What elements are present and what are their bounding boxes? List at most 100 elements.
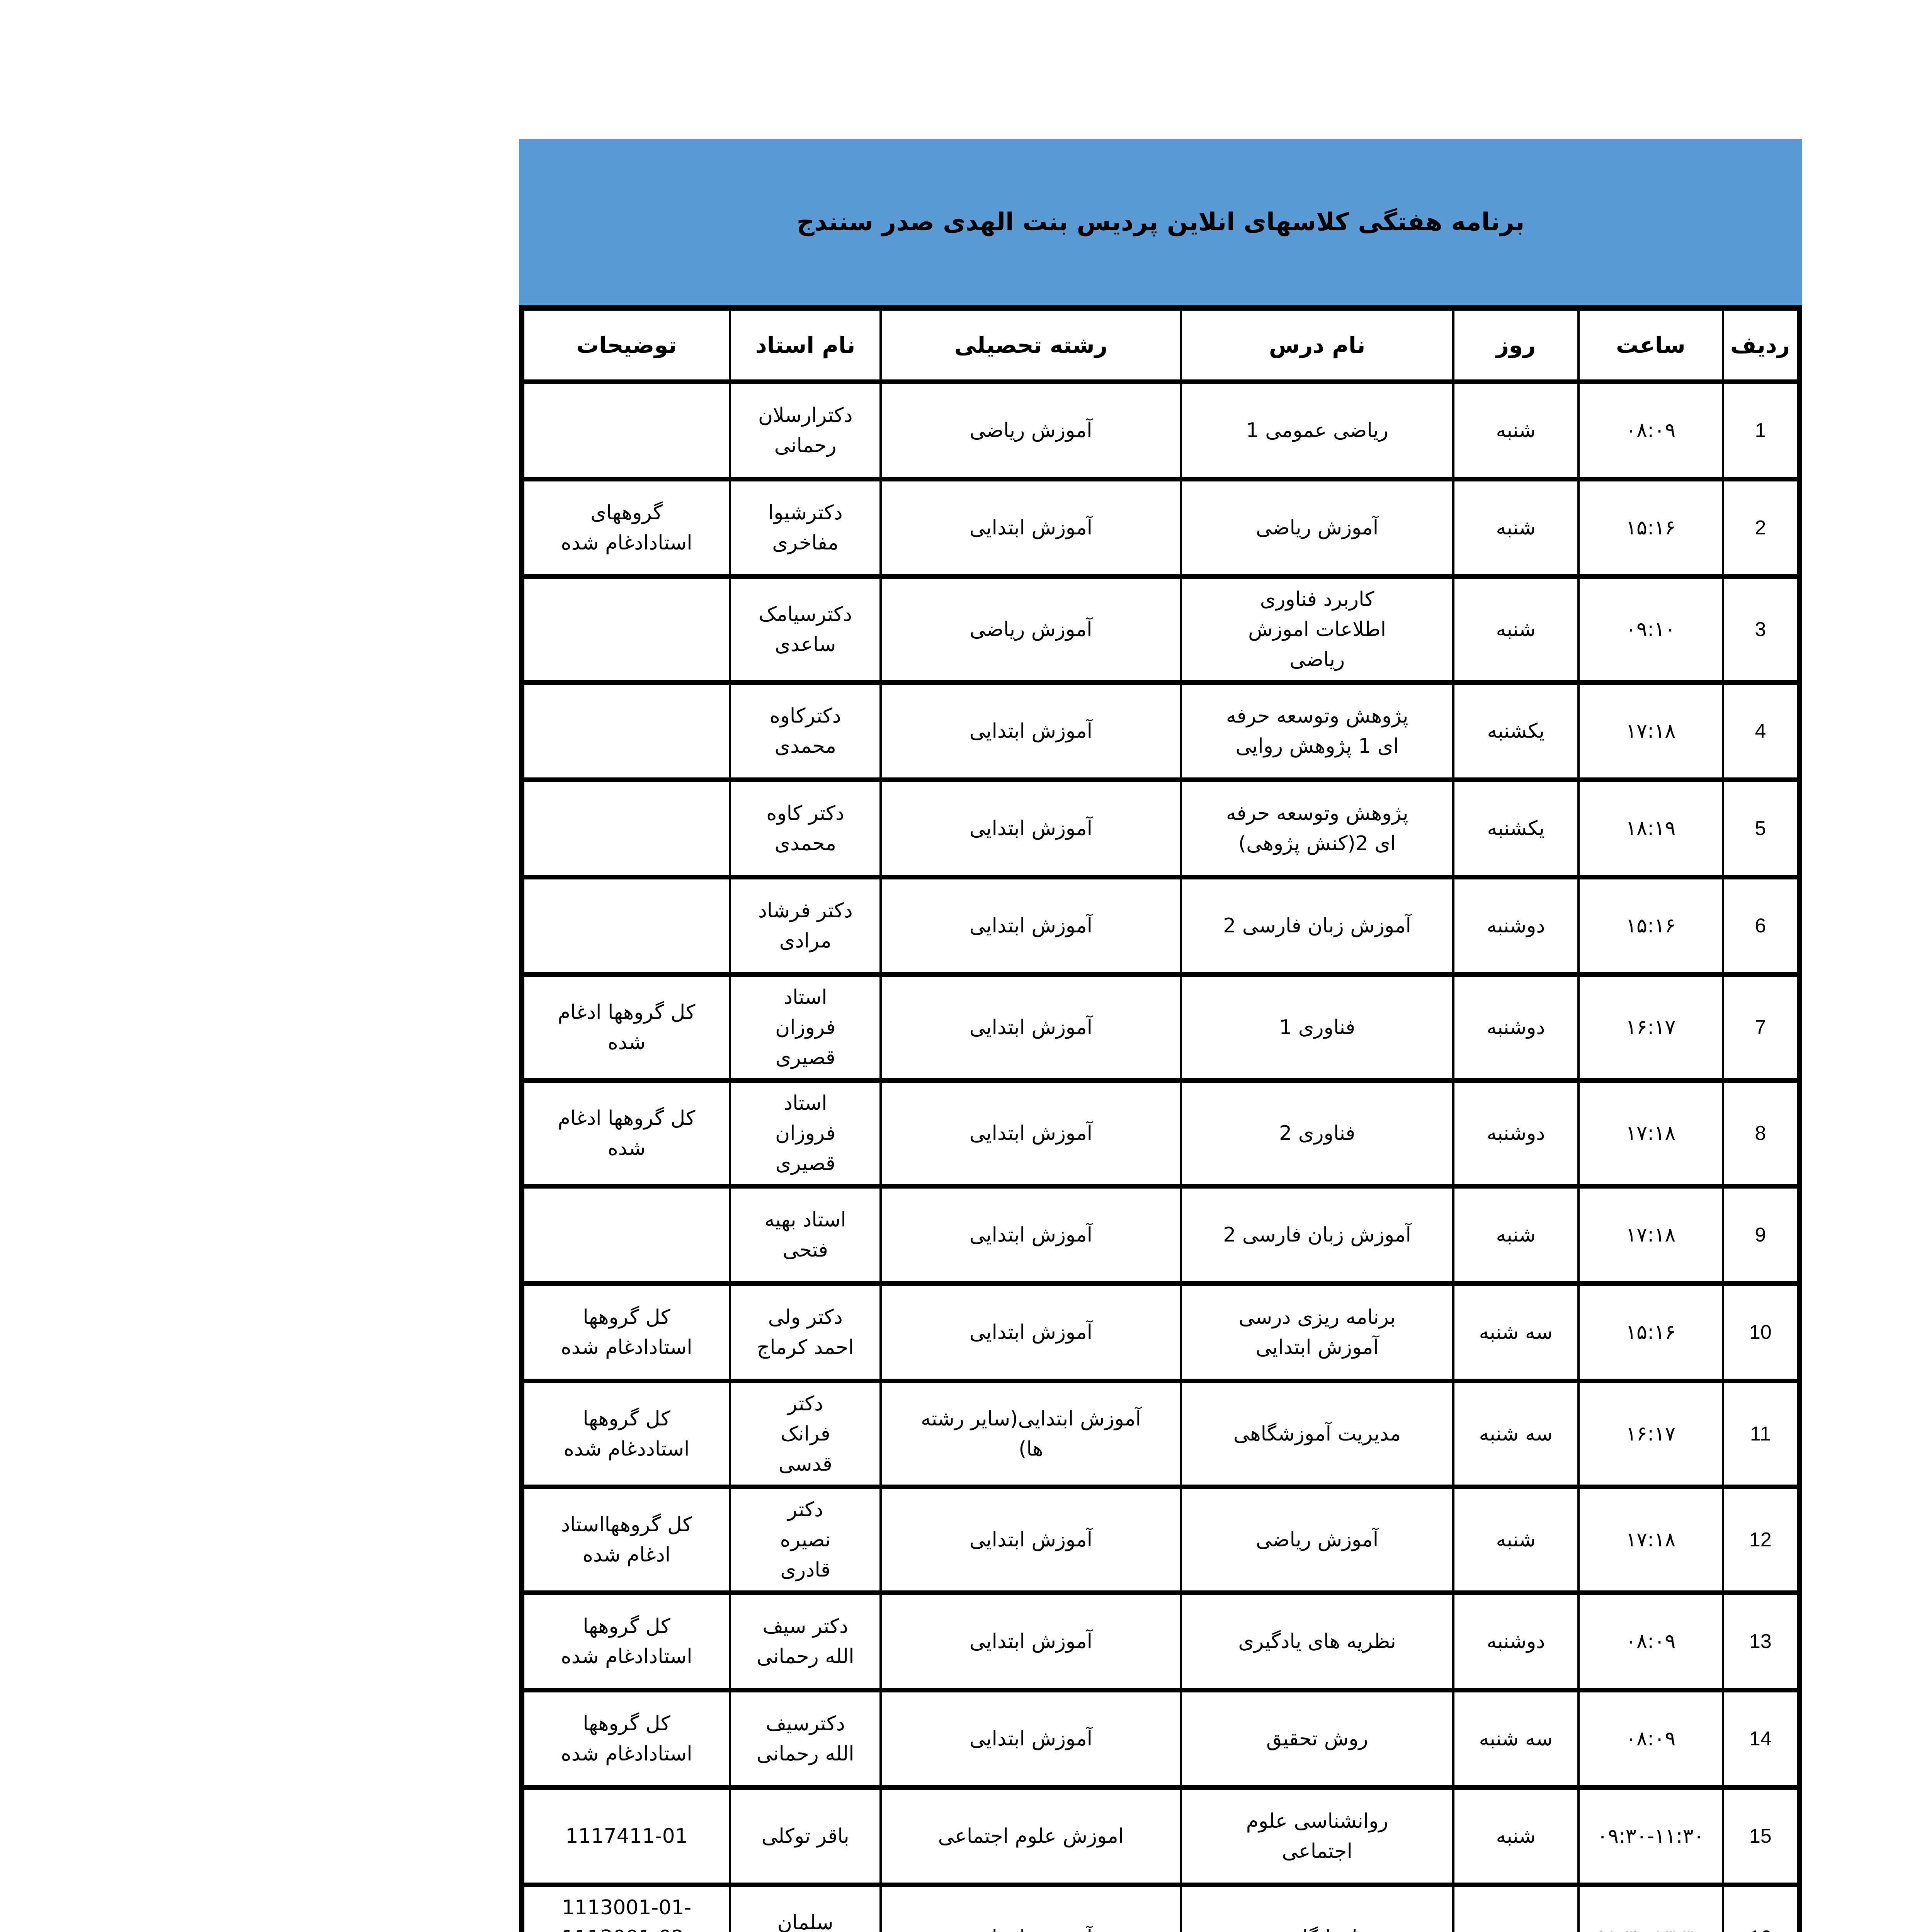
cell-course-name: آموزش زبان فارسی 2 <box>1180 875 1454 977</box>
table-body: 1 ۰۸:۰۹ شنبه ریاضی عمومی 1 آموزش ریاضی دکترار… <box>520 379 1801 1932</box>
table-row: 6 ۱۵:۱۶ دوشنبه آموزش زبان فارسی 2 آموزش ابتد… <box>520 875 1801 977</box>
cell-teacher: دکترسیف الله رحمانی <box>729 1688 882 1790</box>
cell-course-name: ریاضی عمومی 1 <box>1180 379 1454 481</box>
cell-time: ۰۸:۰۹ <box>1577 1688 1724 1790</box>
cell-day: شنبه <box>1452 574 1580 685</box>
cell-time: ۱۵:۱۶ <box>1577 875 1724 977</box>
cell-row-number: 14 <box>1721 1688 1801 1790</box>
cell-note: 1113001-01- 1113001-02- 111300--3 <box>520 1883 731 1932</box>
column-header-notes: توضیحات <box>520 306 731 384</box>
table-row: 2 ۱۵:۱۶ شنبه آموزش ریاضی آموزش ابتدایی دکترشی… <box>520 477 1801 579</box>
header-row: ردیف ساعت روز نام درس رشته تحصیلی نام اس… <box>520 306 1801 384</box>
cell-field: آموزش ابتدایی <box>879 1281 1182 1383</box>
cell-note <box>520 379 731 481</box>
column-header-course: نام درس <box>1180 306 1454 384</box>
cell-note: کل گروهها استادادغام شده <box>520 1281 731 1383</box>
cell-time: ۰۹:۱۰ <box>1577 574 1724 685</box>
cell-day: دوشنبه <box>1452 1590 1580 1692</box>
cell-note: کل گروههااستاد ادغام شده <box>520 1485 731 1595</box>
cell-time: ۱۷:۱۸ <box>1577 680 1724 782</box>
cell-day: دوشنبه <box>1452 1078 1580 1189</box>
cell-time: ۰۸:۰۹ <box>1577 1590 1724 1692</box>
cell-note <box>520 574 731 685</box>
cell-field: اموزش علوم اجتماعی <box>879 1785 1182 1887</box>
cell-row-number: 2 <box>1721 477 1801 579</box>
table-row: 14 ۰۸:۰۹ سه شنبه روش تحقیق آموزش ابتدایی دکتر… <box>520 1688 1801 1790</box>
cell-course-name: کاربرد فناوری اطلاعات اموزش ریاضی <box>1180 574 1454 685</box>
column-header-field: رشته تحصیلی <box>879 306 1182 384</box>
cell-field: آموزش ابتدایی <box>879 1688 1182 1790</box>
cell-row-number: 16 <box>1721 1883 1801 1932</box>
cell-row-number: 6 <box>1721 875 1801 977</box>
cell-teacher: دکتر کاوه محمدی <box>729 777 882 879</box>
cell-teacher: دکترکاوه محمدی <box>729 680 882 782</box>
cell-note: 1117411-01 <box>520 1785 731 1887</box>
cell-time: ۱۷:۱۸ <box>1577 1078 1724 1189</box>
cell-field: آموزش ابتدایی(سایر رشته ها) <box>879 1379 1182 1489</box>
cell-teacher: دکترارسلان رحمانی <box>729 379 882 481</box>
cell-day: شنبه <box>1452 1883 1580 1932</box>
column-header-teacher: نام استاد <box>729 306 882 384</box>
cell-note: کل گروهها استاددغام شده <box>520 1379 731 1489</box>
cell-time: ۱۷:۱۸ <box>1577 1485 1724 1595</box>
cell-note: کل گروهها ادغام شده <box>520 972 731 1083</box>
cell-course-name: مدیریت آموزشگاهی <box>1180 1379 1454 1489</box>
cell-time: ۱۶:۱۷ <box>1577 972 1724 1083</box>
cell-row-number: 5 <box>1721 777 1801 879</box>
cell-course-name: نظریه های یادگیری <box>1180 1590 1454 1692</box>
schedule-table: ردیف ساعت روز نام درس رشته تحصیلی نام اس… <box>519 305 1802 1932</box>
page-title: برنامه هفتگی کلاسهای انلاین پردیس بنت ال… <box>796 208 1525 236</box>
cell-row-number: 10 <box>1721 1281 1801 1383</box>
cell-note: کل گروهها استادادغام شده <box>520 1688 731 1790</box>
cell-teacher: باقر توکلی <box>729 1785 882 1887</box>
cell-teacher: دکترسیامک ساعدی <box>729 574 882 685</box>
column-header-day: روز <box>1452 306 1580 384</box>
cell-teacher: استاد بهیه فتحی <box>729 1184 882 1286</box>
column-header-row-number: ردیف <box>1721 306 1801 384</box>
cell-field: آموزش ابتدایی <box>879 1184 1182 1286</box>
cell-course-name: پژوهش وتوسعه حرفه ای 1 پژوهش روایی <box>1180 680 1454 782</box>
cell-day: شنبه <box>1452 477 1580 579</box>
cell-teacher: دکتر ولی احمد کرماج <box>729 1281 882 1383</box>
cell-row-number: 8 <box>1721 1078 1801 1189</box>
cell-course-name: زبان انگلیسی <box>1180 1883 1454 1932</box>
cell-note: کل گروهها استادادغام شده <box>520 1590 731 1692</box>
cell-field: آموزش ابتدایی <box>879 680 1182 782</box>
cell-note: کل گروهها ادغام شده <box>520 1078 731 1189</box>
cell-day: یکشنبه <box>1452 777 1580 879</box>
cell-field: آموزش ابتدایی <box>879 875 1182 977</box>
cell-day: دوشنبه <box>1452 875 1580 977</box>
table-row: 12 ۱۷:۱۸ شنبه آموزش ریاضی آموزش ابتدایی دکتر … <box>520 1485 1801 1595</box>
cell-day: سه شنبه <box>1452 1281 1580 1383</box>
cell-time: ۱۸:۱۹ <box>1577 777 1724 879</box>
cell-row-number: 3 <box>1721 574 1801 685</box>
cell-field: آموزش ابتدایی <box>879 972 1182 1083</box>
cell-field: آموزش ابتدایی <box>879 477 1182 579</box>
cell-time: ۱۶:۱۷ <box>1577 1379 1724 1489</box>
cell-course-name: فناوری 1 <box>1180 972 1454 1083</box>
cell-row-number: 7 <box>1721 972 1801 1083</box>
cell-field: آموزش ابتدایی <box>879 1883 1182 1932</box>
table-row: 9 ۱۷:۱۸ شنبه آموزش زبان فارسی 2 آموزش ابتدای… <box>520 1184 1801 1286</box>
cell-course-name: آموزش زبان فارسی 2 <box>1180 1184 1454 1286</box>
column-header-time: ساعت <box>1577 306 1724 384</box>
cell-field: آموزش ابتدایی <box>879 777 1182 879</box>
cell-day: دوشنبه <box>1452 972 1580 1083</box>
cell-row-number: 9 <box>1721 1184 1801 1286</box>
cell-time: ۱۱:۳۰-۱۳:۳۰ <box>1577 1883 1724 1932</box>
table-row: 16۱۱:۳۰-۱۳:۳۰شنبهزبان انگلیسیآموزش ابتدا… <box>520 1883 1801 1932</box>
cell-course-name: روانشناسی علوم اجتماعی <box>1180 1785 1454 1887</box>
cell-time: ۱۵:۱۶ <box>1577 477 1724 579</box>
cell-field: آموزش ریاضی <box>879 379 1182 481</box>
cell-course-name: روش تحقیق <box>1180 1688 1454 1790</box>
cell-note <box>520 1184 731 1286</box>
cell-note: گروههای استادادغام شده <box>520 477 731 579</box>
cell-time: ۰۹:۳۰-۱۱:۳۰ <box>1577 1785 1724 1887</box>
cell-note <box>520 875 731 977</box>
cell-field: آموزش ریاضی <box>879 574 1182 685</box>
cell-row-number: 15 <box>1721 1785 1801 1887</box>
cell-row-number: 13 <box>1721 1590 1801 1692</box>
cell-teacher: دکترشیوا مفاخری <box>729 477 882 579</box>
table-row: 7 ۱۶:۱۷ دوشنبه فناوری 1 آموزش ابتدایی استاد ف… <box>520 972 1801 1083</box>
cell-course-name: پژوهش وتوسعه حرفه ای 2(کنش پژوهی) <box>1180 777 1454 879</box>
